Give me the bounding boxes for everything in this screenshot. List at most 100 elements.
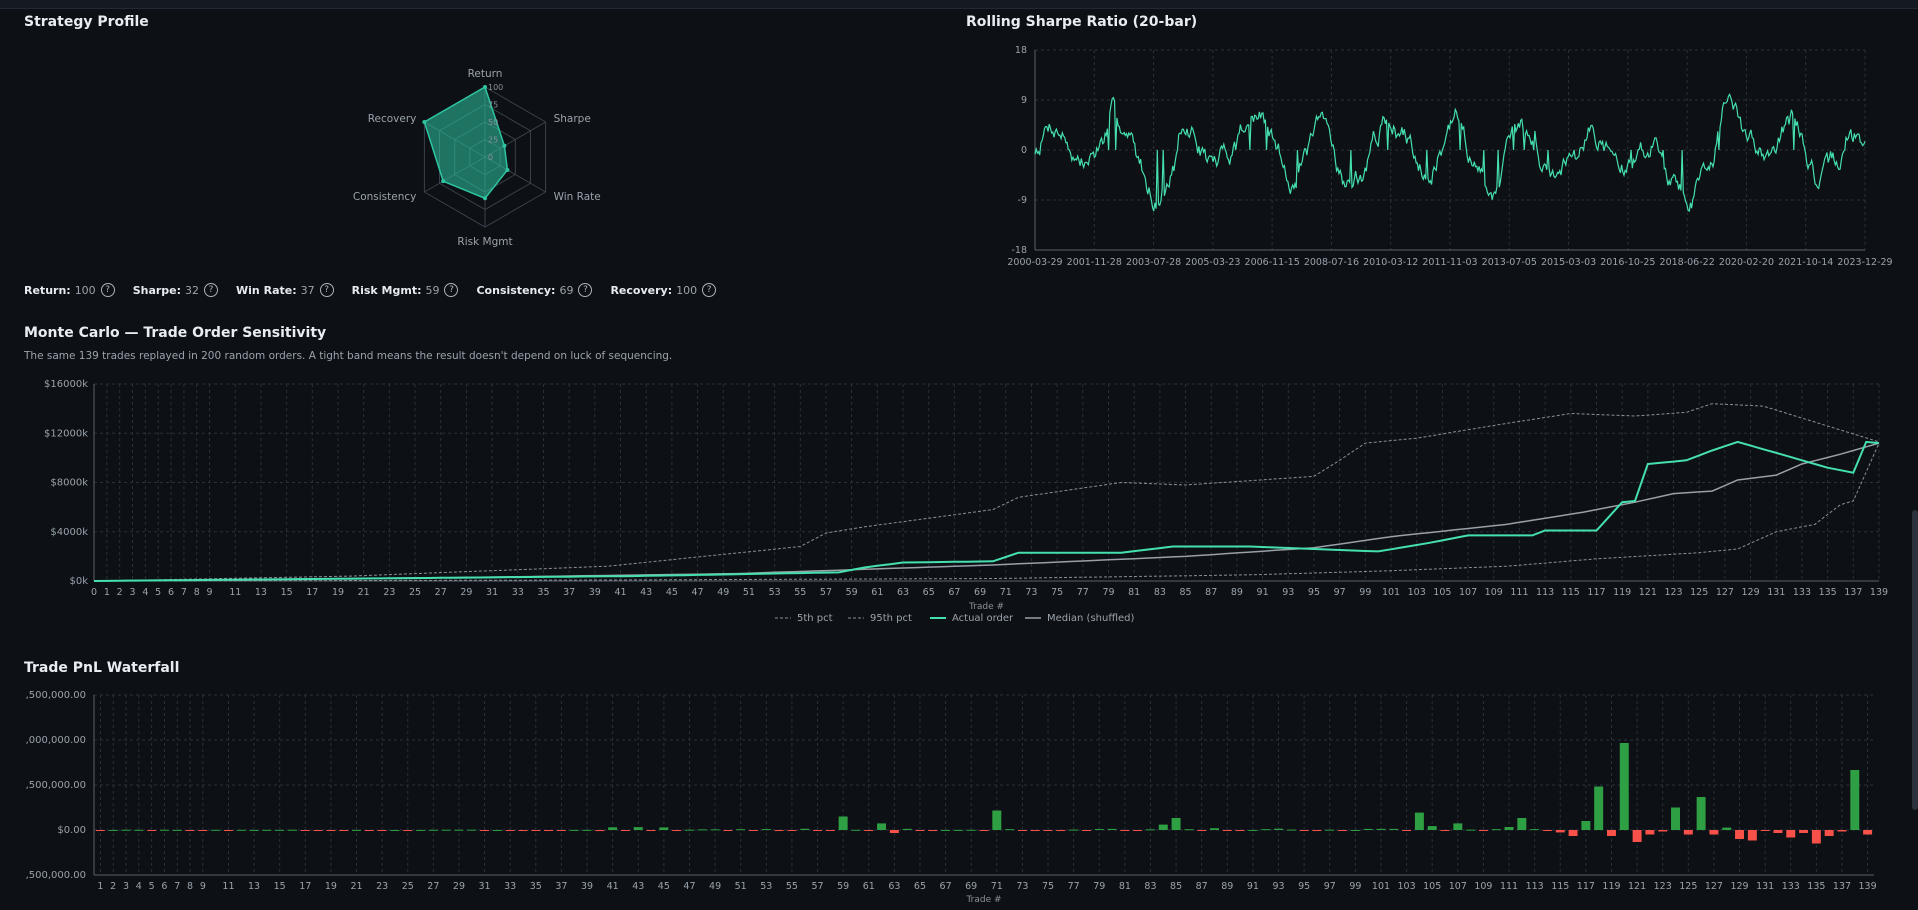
wf-x-tick: 67: [940, 881, 952, 892]
wf-bar: [172, 829, 182, 831]
radar-point-1: [502, 143, 507, 148]
radar-axis-label-3: Risk Mgmt: [457, 236, 512, 248]
wf-bar: [915, 830, 925, 831]
waterfall-chart: ,500,000.00 ,000,000.00 ,500,000.00 $0.00 ,5…: [26, 690, 1877, 905]
wf-bar: [454, 829, 464, 831]
wf-bar: [108, 829, 118, 831]
help-icon[interactable]: ?: [578, 283, 593, 297]
wf-x-tick: 33: [504, 881, 516, 892]
wf-bar: [1504, 827, 1514, 830]
mc-x-tick: 47: [692, 587, 704, 598]
help-icon[interactable]: ?: [100, 283, 115, 297]
wf-x-tick: 115: [1551, 881, 1569, 892]
wf-x-tick: 1: [97, 881, 103, 892]
sharpe-x-tick: 2011-11-03: [1422, 257, 1477, 268]
wf-bar: [1197, 830, 1207, 831]
wf-x-tick: 107: [1449, 881, 1467, 892]
wf-bar: [838, 816, 848, 830]
wf-x-tick: 8: [187, 881, 193, 892]
help-icon[interactable]: ?: [444, 283, 459, 297]
radar-point-2: [505, 167, 510, 172]
mc-y-tick: $12000k: [44, 428, 88, 439]
help-icon[interactable]: ?: [319, 283, 334, 297]
metric-value: 37: [300, 283, 315, 297]
help-icon[interactable]: ?: [204, 283, 219, 297]
mc-p5-line: [94, 442, 1880, 582]
wf-x-tick: 105: [1423, 881, 1441, 892]
wf-bar: [736, 829, 746, 831]
wf-bar: [518, 830, 528, 831]
wf-bar: [1030, 830, 1040, 831]
wf-x-tick: 15: [274, 881, 286, 892]
wf-bar: [1850, 770, 1860, 830]
page-scrollbar[interactable]: [1912, 510, 1918, 810]
wf-bar: [185, 830, 195, 831]
mc-x-tick: 31: [486, 587, 498, 598]
wf-bar: [1773, 830, 1783, 833]
mc-x-tick: 89: [1231, 587, 1243, 598]
wf-x-tick: 21: [350, 881, 362, 892]
wf-bar: [1440, 830, 1450, 831]
wf-y-tick: $0.00: [57, 825, 86, 836]
wf-bar: [1389, 828, 1399, 830]
sharpe-x-tick: 2015-03-03: [1541, 257, 1596, 268]
mc-x-tick: 41: [614, 587, 626, 598]
wf-x-tick: 75: [1042, 881, 1054, 892]
mc-x-tick: 65: [923, 587, 935, 598]
metric-3: Risk Mgmt: 59?: [352, 283, 459, 297]
mc-x-tick: 13: [255, 587, 267, 598]
wf-x-tick: 41: [607, 881, 619, 892]
wf-bar: [441, 829, 451, 831]
wf-bar: [1133, 830, 1143, 831]
mc-x-tick: 93: [1282, 587, 1294, 598]
mc-x-tick: 45: [666, 587, 678, 598]
wf-x-tick: 127: [1705, 881, 1723, 892]
wf-x-tick: 89: [1221, 881, 1233, 892]
wf-bar: [416, 829, 426, 831]
mc-x-tick: 37: [563, 587, 575, 598]
wf-bar: [1619, 743, 1629, 830]
wf-bar: [134, 829, 144, 831]
wf-bar: [1261, 829, 1271, 831]
sharpe-x-tick: 2016-10-25: [1600, 257, 1655, 268]
monte-carlo-chart: $16000k$12000k$8000k$4000k$0k0 1 2 3 4 5 6 7 8 9 1…: [44, 379, 1888, 624]
wf-bar: [672, 830, 682, 831]
mc-x-tick: 1: [104, 587, 110, 598]
mc-x-tick: 125: [1690, 587, 1708, 598]
mc-legend-label-0: 5th pct: [797, 613, 833, 624]
wf-bar: [467, 829, 477, 831]
metric-value: 69: [559, 283, 574, 297]
mc-x-tick: 135: [1819, 587, 1837, 598]
mc-x-tick: 9: [207, 587, 213, 598]
wf-x-label: Trade #: [965, 895, 1001, 905]
wf-bar: [659, 827, 669, 830]
wf-x-tick: 79: [1093, 881, 1105, 892]
wf-x-tick: 139: [1859, 881, 1877, 892]
wf-x-tick: 101: [1372, 881, 1390, 892]
wf-x-tick: 119: [1602, 881, 1620, 892]
metric-label: Sharpe:: [132, 283, 182, 297]
mc-x-tick: 7: [181, 587, 187, 598]
wf-x-tick: 25: [402, 881, 414, 892]
mc-y-tick: $0k: [69, 576, 88, 587]
help-icon[interactable]: ?: [702, 283, 717, 297]
wf-bar: [1248, 829, 1258, 831]
sharpe-x-tick: 2020-02-20: [1719, 257, 1774, 268]
wf-x-tick: 37: [555, 881, 567, 892]
wf-bar: [800, 828, 810, 830]
mc-x-tick: 99: [1359, 587, 1371, 598]
wf-bar: [684, 829, 694, 831]
wf-bar: [1811, 830, 1821, 844]
wf-x-tick: 135: [1807, 881, 1825, 892]
wf-bar: [1607, 830, 1616, 836]
wf-x-tick: 47: [683, 881, 695, 892]
sharpe-x-tick: 2021-10-14: [1778, 257, 1833, 268]
wf-bar: [1005, 829, 1015, 831]
wf-bar: [403, 830, 413, 831]
mc-x-tick: 3: [130, 587, 136, 598]
mc-x-tick: 95: [1308, 587, 1320, 598]
wf-x-tick: 31: [479, 881, 491, 892]
metric-0: Return: 100?: [24, 283, 115, 297]
mc-x-tick: 139: [1870, 587, 1888, 598]
